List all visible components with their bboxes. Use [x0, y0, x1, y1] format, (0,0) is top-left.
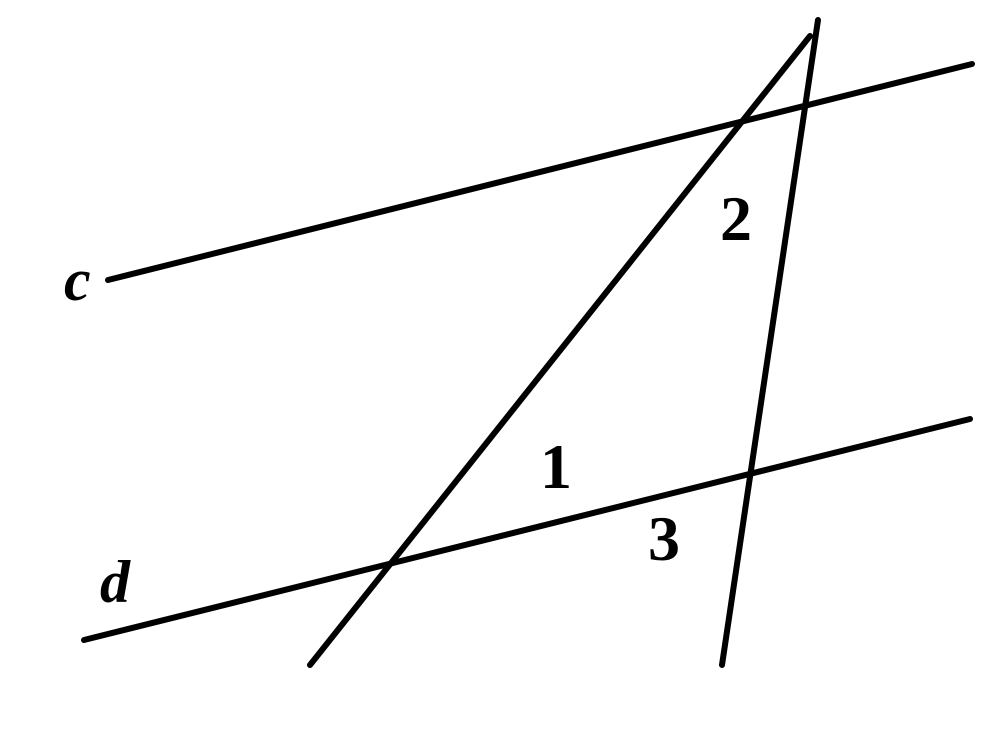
line-c: [108, 64, 972, 280]
angle-label-1: 1: [540, 431, 572, 502]
line-d: [84, 419, 970, 640]
label-line-d: d: [100, 549, 131, 615]
label-line-c: c: [64, 247, 91, 313]
angle-label-2: 2: [720, 183, 752, 254]
angle-label-3: 3: [648, 503, 680, 574]
